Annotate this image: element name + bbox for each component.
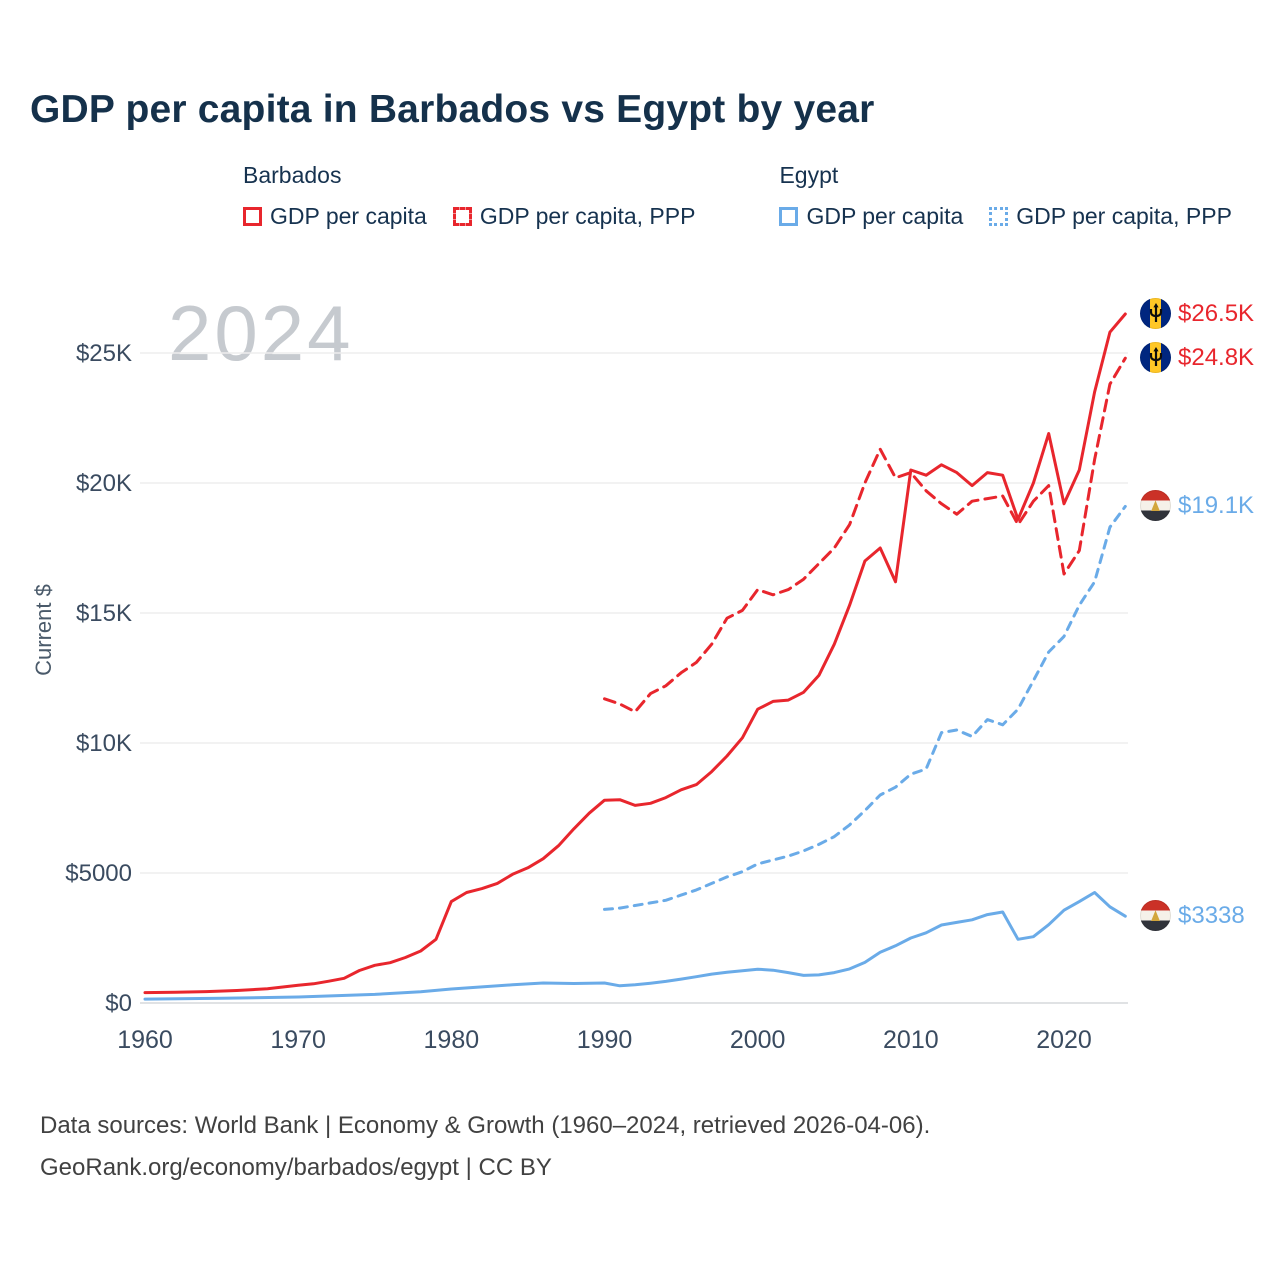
footer: Data sources: World Bank | Economy & Gro… bbox=[40, 1105, 930, 1189]
x-tick-label: 1980 bbox=[424, 1026, 480, 1054]
legend-label: GDP per capita bbox=[270, 203, 427, 229]
year-watermark: 2024 bbox=[168, 289, 354, 377]
legend-swatch-blue-solid bbox=[779, 207, 799, 226]
legend-group-barbados: Barbados GDP per capita GDP per capita, … bbox=[243, 162, 695, 230]
y-tick-label: $20K bbox=[76, 470, 132, 497]
legend-item-barbados-gdp-ppp[interactable]: GDP per capita, PPP bbox=[452, 203, 696, 230]
legend-label: GDP per capita, PPP bbox=[1016, 203, 1232, 229]
footer-sources: Data sources: World Bank | Economy & Gro… bbox=[40, 1112, 931, 1139]
x-tick-label: 1970 bbox=[270, 1026, 326, 1054]
legend-swatch-blue-dotted bbox=[989, 207, 1009, 226]
legend-items: GDP per capita GDP per capita, PPP bbox=[243, 203, 695, 230]
footer-attribution: GeoRank.org/economy/barbados/egypt | CC … bbox=[40, 1154, 552, 1181]
series-line-egypt-gdp-per-capita-ppp bbox=[603, 504, 1127, 911]
egypt-flag-icon bbox=[1140, 490, 1171, 522]
legend-item-egypt-gdp[interactable]: GDP per capita bbox=[779, 203, 963, 230]
y-tick-label: $5000 bbox=[65, 860, 132, 887]
barbados-flag-icon bbox=[1140, 298, 1171, 329]
end-label-egypt-gdp-per-capita-ppp: $19.1K bbox=[1140, 490, 1255, 522]
end-value: $3338 bbox=[1178, 901, 1245, 929]
x-tick-label: 2020 bbox=[1036, 1026, 1092, 1054]
x-tick-label: 2000 bbox=[730, 1026, 786, 1054]
end-value: $24.8K bbox=[1178, 343, 1255, 371]
egypt-flag-icon bbox=[1140, 900, 1171, 932]
series-line-egypt-gdp-per-capita bbox=[143, 891, 1127, 1001]
legend-swatch-red-dashed bbox=[452, 207, 472, 226]
end-label-barbados-gdp-per-capita-ppp: $24.8K bbox=[1140, 342, 1255, 374]
legend-items: GDP per capita GDP per capita, PPP bbox=[779, 203, 1232, 230]
y-tick-label: $0 bbox=[105, 990, 132, 1017]
end-value: $26.5K bbox=[1178, 299, 1255, 327]
legend-label: GDP per capita bbox=[806, 203, 964, 229]
end-label-barbados-gdp-per-capita: $26.5K bbox=[1140, 298, 1254, 329]
end-value: $19.1K bbox=[1178, 491, 1255, 519]
barbados-flag-icon bbox=[1140, 342, 1171, 374]
series-line-barbados-gdp-per-capita-ppp bbox=[603, 356, 1127, 714]
x-tick-label: 1990 bbox=[577, 1026, 633, 1054]
chart-title: GDP per capita in Barbados vs Egypt by y… bbox=[30, 88, 875, 131]
egypt-eagle-emblem bbox=[1151, 500, 1160, 512]
legend: Barbados GDP per capita GDP per capita, … bbox=[243, 162, 1232, 230]
legend-swatch-red-solid bbox=[243, 207, 262, 226]
legend-group-egypt: Egypt GDP per capita GDP per capita, PPP bbox=[779, 162, 1232, 230]
legend-group-name: Egypt bbox=[779, 162, 839, 188]
end-label-egypt-gdp-per-capita: $3338 bbox=[1140, 900, 1245, 932]
series-line-barbados-gdp-per-capita bbox=[143, 312, 1127, 995]
y-tick-label: $10K bbox=[76, 730, 132, 757]
legend-item-barbados-gdp[interactable]: GDP per capita bbox=[243, 203, 427, 230]
x-tick-label: 2010 bbox=[883, 1026, 939, 1054]
egypt-eagle-emblem bbox=[1151, 910, 1160, 922]
legend-group-name: Barbados bbox=[243, 162, 342, 188]
legend-item-egypt-gdp-ppp[interactable]: GDP per capita, PPP bbox=[989, 203, 1232, 230]
y-tick-label: $15K bbox=[76, 600, 132, 627]
x-tick-label: 1960 bbox=[117, 1026, 173, 1054]
y-tick-label: $25K bbox=[76, 340, 132, 367]
legend-label: GDP per capita, PPP bbox=[479, 203, 696, 229]
